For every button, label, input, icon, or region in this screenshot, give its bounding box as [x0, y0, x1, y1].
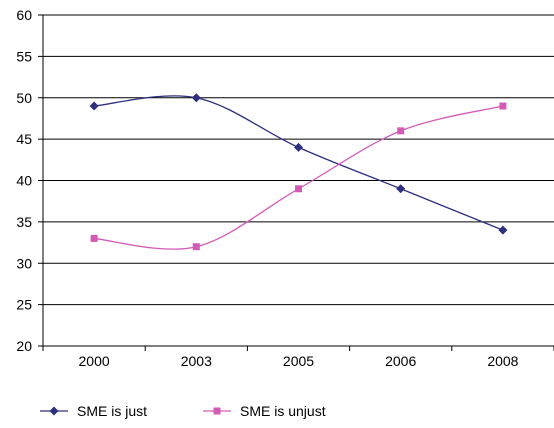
data-point-1	[191, 93, 201, 103]
legend-label: SME is unjust	[240, 403, 326, 419]
data-point-2	[192, 243, 200, 251]
legend: SME is just SME is unjust	[40, 403, 326, 419]
y-tick-labels: 20 25 30 35 40 45 50 55 60	[16, 7, 32, 354]
data-point-2	[295, 185, 302, 193]
legend-label: SME is just	[77, 403, 147, 419]
y-tick-label: 45	[16, 131, 32, 147]
x-tick-label: 2006	[385, 353, 416, 369]
series-lines	[94, 95, 504, 250]
y-tick-label: 25	[16, 297, 32, 313]
y-tick-label: 50	[16, 90, 32, 106]
x-tick-label: 2003	[181, 353, 212, 369]
data-point-1	[396, 184, 406, 194]
data-markers	[89, 93, 508, 251]
data-point-2	[90, 234, 98, 242]
x-tick-label: 2005	[283, 353, 314, 369]
y-tick-label: 40	[16, 173, 32, 189]
x-tick-labels: 2000 2003 2005 2006 2008	[79, 353, 519, 369]
legend-swatch-marker	[213, 407, 221, 415]
legend-swatch-marker	[49, 406, 59, 416]
axes	[38, 14, 554, 351]
x-tick-label: 2000	[79, 353, 110, 369]
gridlines	[43, 14, 554, 347]
x-tick-label: 2008	[487, 353, 518, 369]
y-tick-label: 60	[16, 7, 32, 23]
data-point-1	[294, 142, 303, 152]
y-tick-label: 55	[16, 48, 32, 64]
y-tick-label: 30	[16, 255, 32, 271]
series-line-1	[94, 95, 504, 231]
data-point-2	[397, 127, 405, 135]
data-point-1	[89, 101, 99, 111]
series-line-2	[94, 105, 504, 250]
y-tick-label: 35	[16, 214, 32, 230]
y-tick-label: 20	[16, 338, 32, 354]
data-point-1	[498, 225, 508, 235]
data-point-2	[499, 102, 507, 110]
